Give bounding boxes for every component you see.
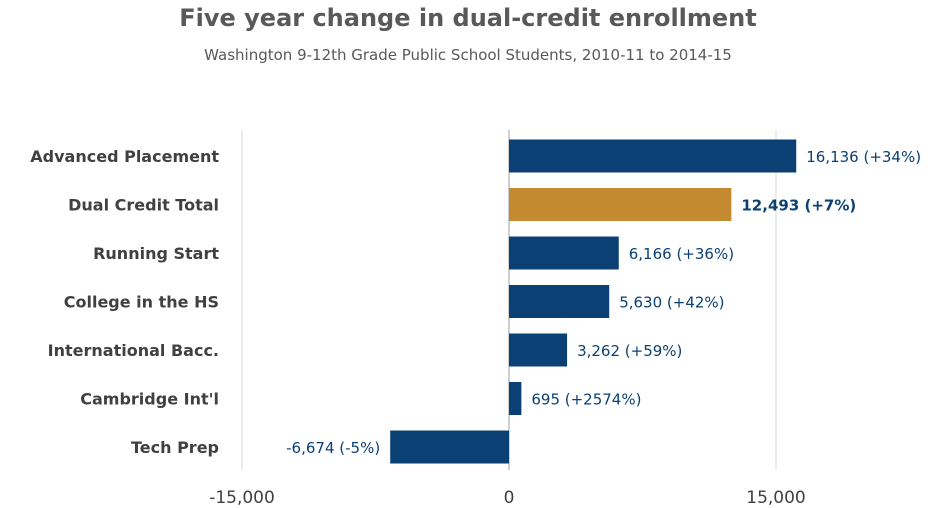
category-label: Cambridge Int'l (80, 390, 219, 409)
category-label: Tech Prep (131, 438, 219, 457)
bar (509, 285, 610, 318)
data-label: 3,262 (+59%) (577, 342, 682, 360)
data-label: 5,630 (+42%) (619, 294, 724, 312)
data-label: 16,136 (+34%) (806, 148, 921, 166)
bar (509, 236, 619, 270)
bar (509, 188, 732, 221)
data-label: 6,166 (+36%) (629, 245, 734, 263)
x-tick-label: 0 (504, 488, 515, 508)
x-tick-label: 15,000 (746, 488, 805, 508)
chart-subtitle: Washington 9-12th Grade Public School St… (204, 46, 732, 64)
category-label: Running Start (93, 244, 219, 263)
x-tick-label: -15,000 (209, 488, 275, 508)
category-label: Dual Credit Total (68, 196, 219, 215)
chart-title: Five year change in dual-credit enrollme… (179, 4, 757, 32)
category-label: College in the HS (64, 293, 219, 312)
category-label: Advanced Placement (30, 147, 219, 166)
category-label: International Bacc. (48, 341, 219, 360)
data-label: -6,674 (-5%) (286, 439, 380, 457)
bar (509, 382, 522, 415)
bar (509, 139, 797, 173)
data-label: 12,493 (+7%) (741, 197, 856, 215)
data-label: 695 (+2574%) (531, 391, 641, 409)
bar (390, 430, 509, 464)
bar (509, 333, 568, 367)
